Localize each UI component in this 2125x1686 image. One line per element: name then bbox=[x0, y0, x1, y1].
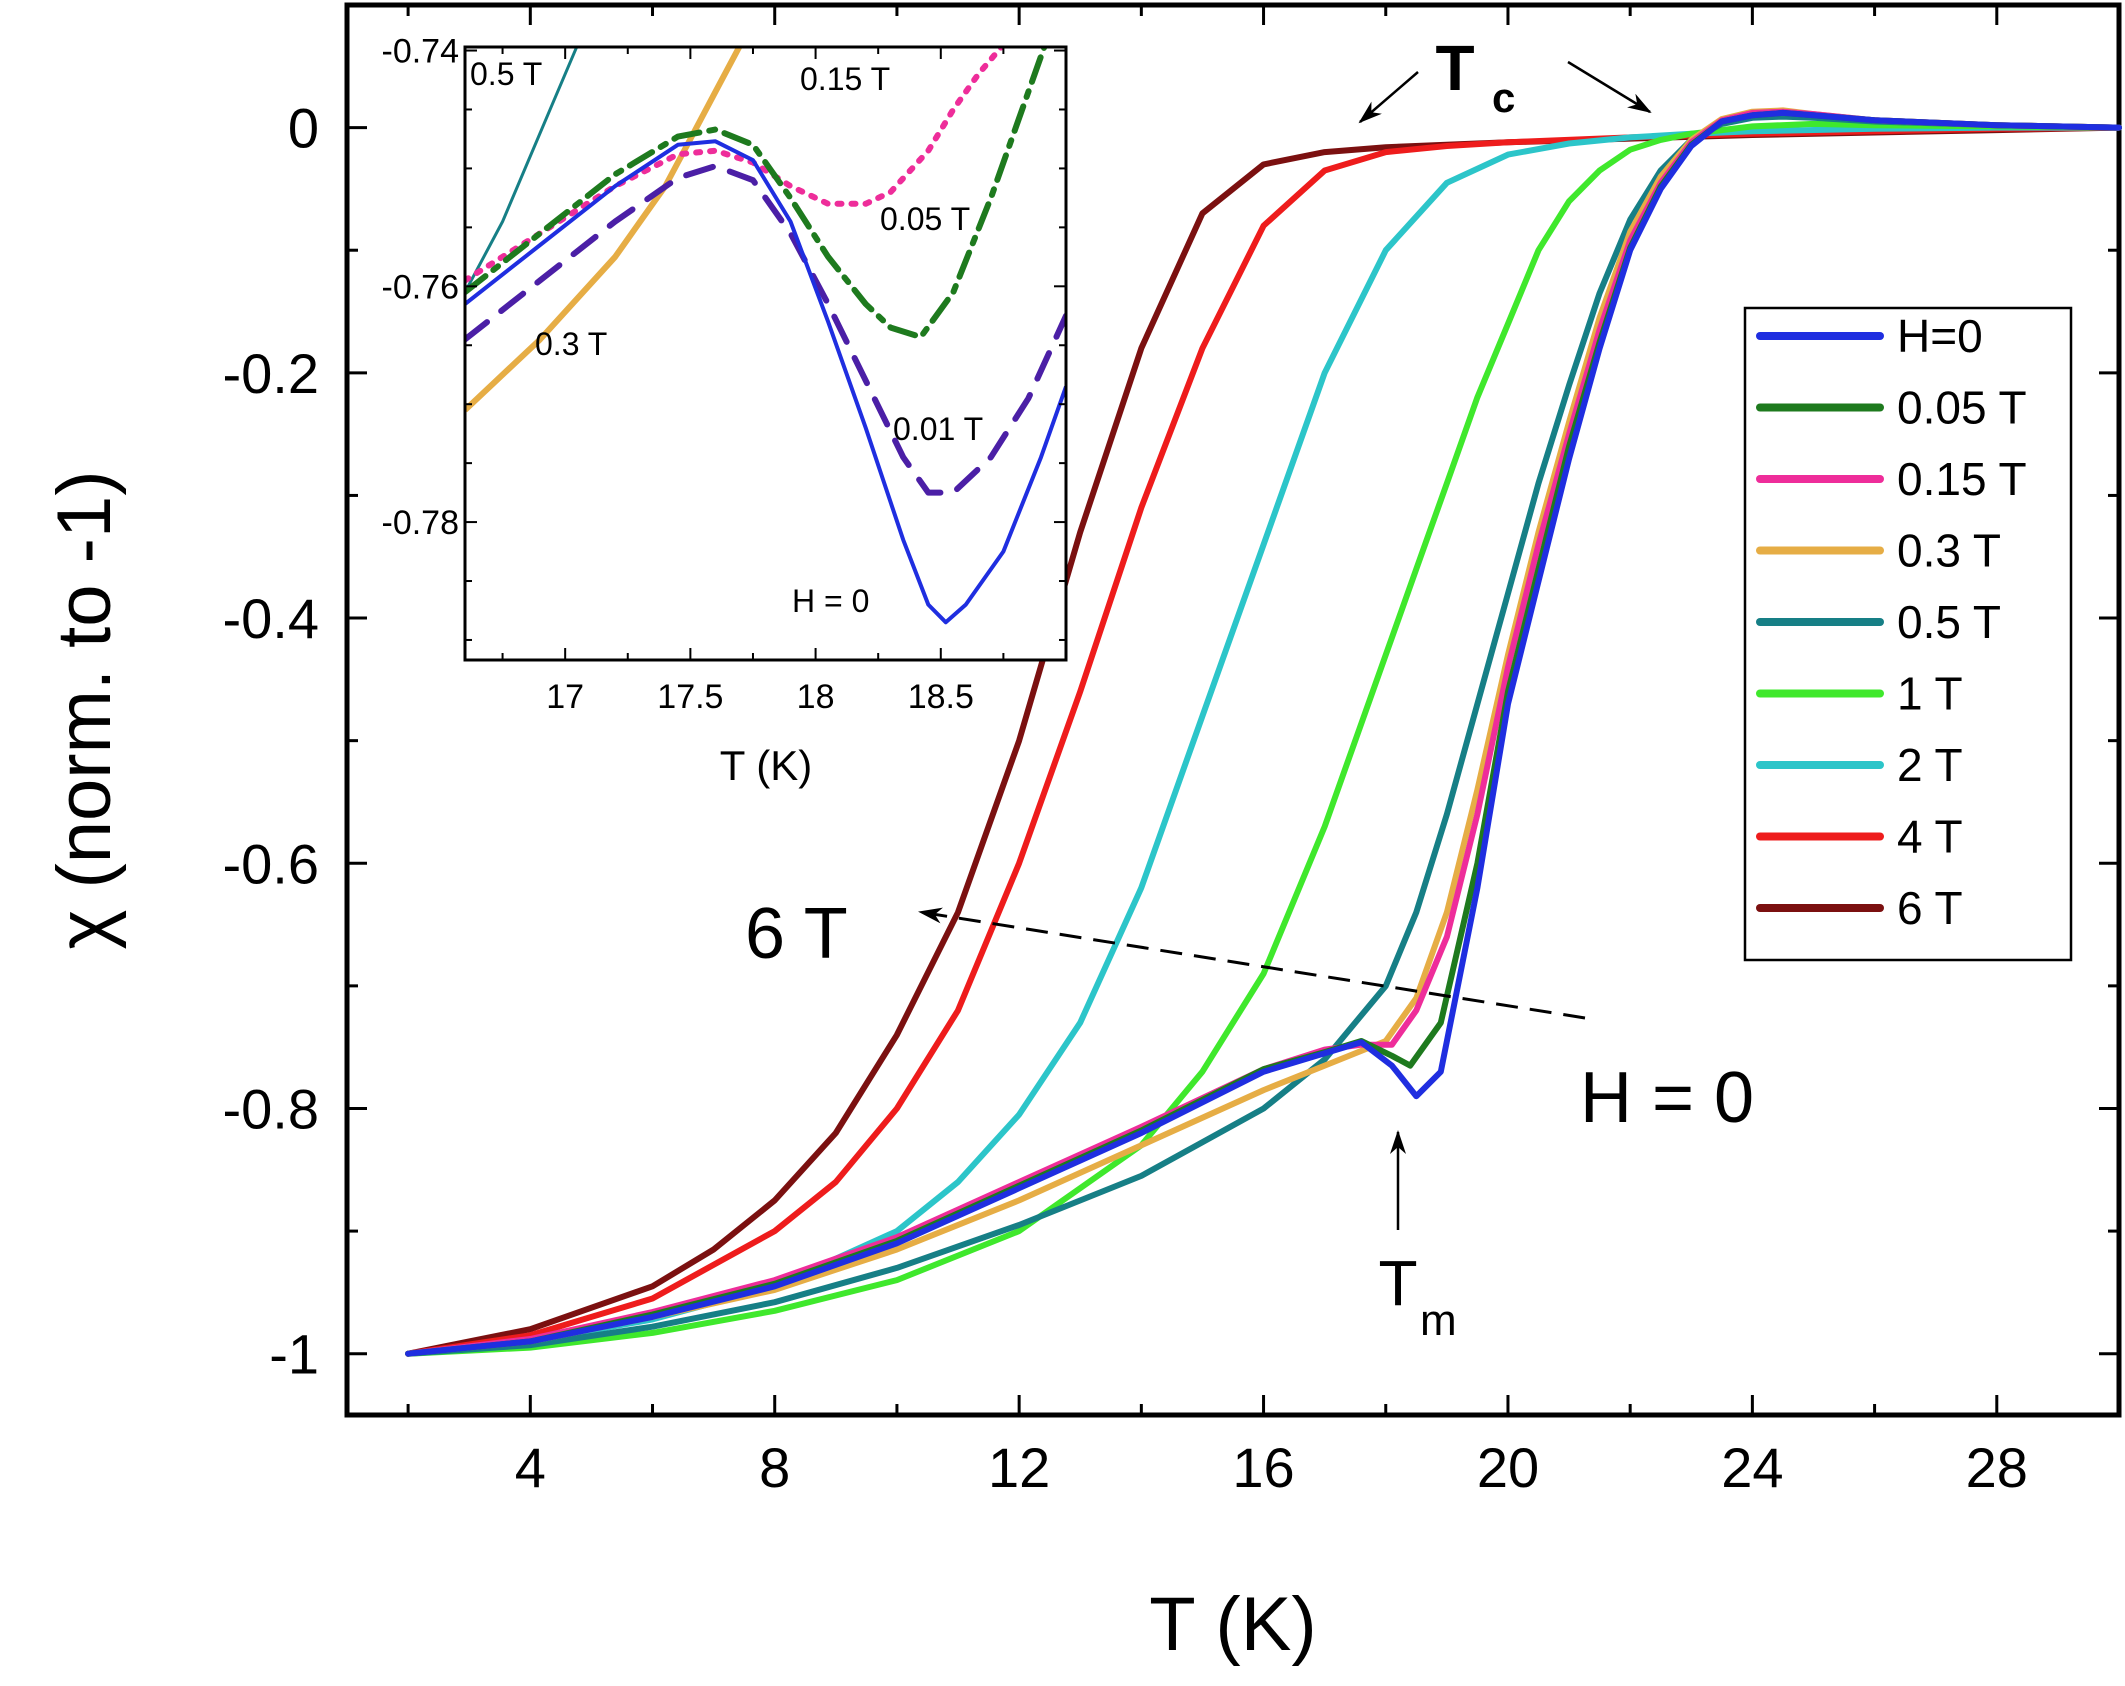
inset-label-0.3T: 0.3 T bbox=[535, 326, 607, 362]
legend-label: 4 T bbox=[1897, 811, 1963, 863]
tm-annotation: T m bbox=[1378, 1130, 1457, 1345]
tm-subscript: m bbox=[1420, 1296, 1457, 1345]
inset-x-tick-label: 17 bbox=[546, 678, 584, 716]
inset-frame bbox=[463, 45, 1068, 662]
inset-y-tick-label: -0.74 bbox=[382, 33, 460, 71]
y-axis-title: χ (norm. to -1) bbox=[42, 470, 127, 949]
y-tick-label: 0 bbox=[288, 97, 319, 160]
series-line-H-0 bbox=[405, 109, 2122, 1357]
x-tick-label: 24 bbox=[1721, 1436, 1783, 1499]
inset-label-H0: H = 0 bbox=[792, 583, 869, 619]
tc-subscript: c bbox=[1492, 74, 1515, 121]
x-tick-label: 28 bbox=[1966, 1436, 2028, 1499]
inset-series bbox=[465, 47, 1066, 625]
main-plot-frame bbox=[344, 2, 2122, 1418]
inset-chart: 17 17.5 18 18.5-0.74-0.76-0.78 T (K) 0.5 T … bbox=[382, 33, 1068, 789]
legend-label: H=0 bbox=[1897, 310, 1983, 362]
inset-label-0.15T: 0.15 T bbox=[800, 61, 890, 97]
legend: H=0 0.05 T 0.15 T 0.3 T 0.5 T 1 T 2 T 4 T 6 T bbox=[1743, 306, 2073, 962]
legend-label: 6 T bbox=[1897, 882, 1963, 934]
y-tick-label: -0.4 bbox=[223, 587, 320, 650]
tm-label: T bbox=[1378, 1247, 1417, 1319]
x-tick-label: 12 bbox=[988, 1436, 1050, 1499]
inset-x-tick-label: 18.5 bbox=[908, 678, 974, 716]
inset-label-0.05T: 0.05 T bbox=[880, 201, 970, 237]
inset-y-tick-label: -0.76 bbox=[382, 268, 460, 306]
h0-label: H = 0 bbox=[1580, 1058, 1754, 1138]
legend-label: 0.5 T bbox=[1897, 596, 2001, 648]
main-ticks: 4 8 12 16 20 24 28 0 -0.2 -0.4 -0.6 -0.8 -1 bbox=[223, 3, 2121, 1499]
inset-series-line-H-0 bbox=[465, 139, 1066, 625]
inset-series-line-0.15-T bbox=[465, 47, 1006, 284]
inset-ticks: 17 17.5 18 18.5 -0.74 -0.76 -0.78 bbox=[382, 33, 1067, 716]
inset-background bbox=[465, 47, 1066, 660]
inset-series-line-0.5-T bbox=[465, 47, 579, 293]
inset-x-tick-label: 18 bbox=[797, 678, 835, 716]
tc-label: T bbox=[1435, 32, 1474, 104]
tc-annotation: T c bbox=[1358, 32, 1652, 124]
legend-label: 0.3 T bbox=[1897, 525, 2001, 577]
x-tick-label: 20 bbox=[1477, 1436, 1539, 1499]
legend-label: 2 T bbox=[1897, 739, 1963, 791]
field-shift-arrow bbox=[918, 907, 1586, 1020]
legend-label: 0.05 T bbox=[1897, 382, 2027, 434]
inset-y-tick-label: -0.78 bbox=[382, 504, 460, 542]
legend-box bbox=[1743, 306, 2073, 962]
inset-series-line-0.01-T bbox=[465, 163, 1066, 496]
field-shift-annotation: 6 T H = 0 bbox=[745, 894, 1754, 1138]
y-tick-label: -1 bbox=[269, 1323, 319, 1386]
series-line-0.5-T bbox=[405, 113, 2122, 1357]
y-tick-label: -0.2 bbox=[223, 342, 320, 405]
x-tick-label: 4 bbox=[515, 1436, 546, 1499]
main-series bbox=[405, 107, 2122, 1357]
legend-label: 0.15 T bbox=[1897, 453, 2027, 505]
series-line-1-T bbox=[405, 120, 2122, 1357]
y-tick-label: -0.6 bbox=[223, 832, 320, 895]
inset-series-line-0.05-T bbox=[465, 47, 1048, 340]
six-t-label: 6 T bbox=[745, 894, 848, 974]
inset-label-0.5T: 0.5 T bbox=[470, 56, 542, 92]
inset-x-tick-label: 17.5 bbox=[657, 678, 723, 716]
inset-label-0.01T: 0.01 T bbox=[893, 411, 983, 447]
tc-arrow-left bbox=[1358, 71, 1419, 124]
x-axis-title: T (K) bbox=[1149, 1582, 1316, 1667]
tc-arrow-right bbox=[1567, 60, 1652, 114]
x-tick-label: 8 bbox=[759, 1436, 790, 1499]
legend-label: 1 T bbox=[1897, 668, 1963, 720]
inset-x-axis-title: T (K) bbox=[720, 742, 813, 789]
y-tick-label: -0.8 bbox=[223, 1077, 320, 1140]
x-tick-label: 16 bbox=[1232, 1436, 1294, 1499]
